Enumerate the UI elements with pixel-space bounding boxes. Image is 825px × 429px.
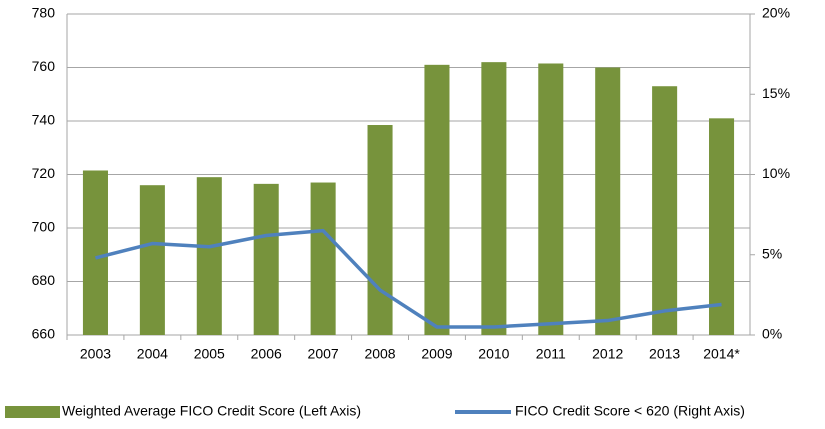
y-tick-label: 660 bbox=[32, 326, 56, 342]
bar bbox=[139, 185, 165, 335]
x-tick-label: 2012 bbox=[592, 346, 623, 362]
bar bbox=[538, 63, 564, 336]
y-tick-label: 720 bbox=[32, 165, 56, 181]
line bbox=[95, 228, 722, 329]
legend-label: FICO Credit Score < 620 (Right Axis) bbox=[515, 403, 745, 419]
bar bbox=[595, 67, 621, 335]
x-tick-label: 2008 bbox=[364, 346, 395, 362]
bar bbox=[196, 177, 222, 335]
y2-tick-label: 0% bbox=[762, 326, 782, 342]
x-tick-label: 2007 bbox=[308, 346, 339, 362]
x-tick-label: 2011 bbox=[536, 346, 566, 362]
y2-tick-label: 5% bbox=[762, 245, 782, 261]
y-tick-label: 680 bbox=[32, 272, 56, 288]
x-tick-label: 2010 bbox=[478, 346, 509, 362]
bar bbox=[481, 62, 507, 336]
x-tick-label: 2009 bbox=[421, 346, 452, 362]
y-tick-label: 780 bbox=[32, 5, 56, 21]
x-tick-label: 2006 bbox=[251, 346, 282, 362]
bar bbox=[652, 86, 678, 335]
legend-label: Weighted Average FICO Credit Score (Left… bbox=[62, 403, 361, 419]
y2-tick-label: 20% bbox=[762, 5, 790, 21]
y-tick-label: 760 bbox=[32, 58, 56, 74]
y-tick-label: 700 bbox=[32, 219, 56, 235]
y2-tick-label: 10% bbox=[762, 165, 790, 181]
x-tick-label: 2013 bbox=[649, 346, 680, 362]
y-tick-label: 740 bbox=[32, 112, 56, 128]
bar bbox=[424, 64, 450, 335]
x-tick-label: 2003 bbox=[80, 346, 111, 362]
bar bbox=[709, 118, 735, 335]
bar bbox=[310, 182, 336, 335]
x-tick-label: 2014* bbox=[703, 346, 740, 362]
bar bbox=[253, 183, 279, 335]
y2-tick-label: 15% bbox=[762, 85, 790, 101]
bar bbox=[367, 125, 393, 335]
x-tick-label: 2004 bbox=[137, 346, 168, 362]
x-tick-label: 2005 bbox=[194, 346, 225, 362]
bar bbox=[82, 170, 108, 335]
legend-swatch bbox=[5, 406, 60, 418]
